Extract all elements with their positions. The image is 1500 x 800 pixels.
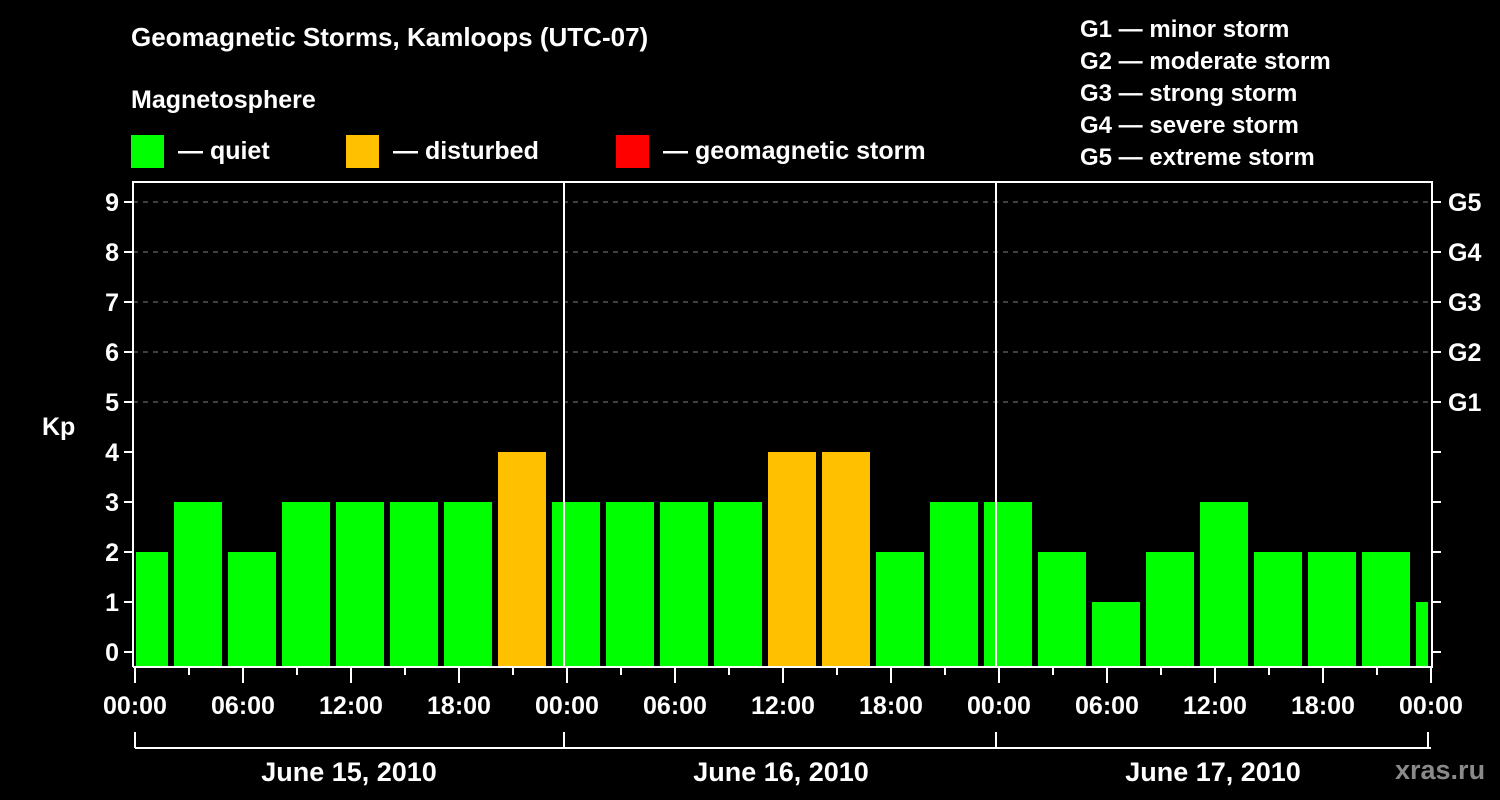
- y-tick-label: 5: [105, 389, 119, 417]
- day-label: June 15, 2010: [261, 757, 437, 787]
- g-level-label: G3: [1448, 289, 1481, 317]
- storm-scale-g3: G3 — strong storm: [1080, 80, 1298, 107]
- x-tick-label: 18:00: [1291, 692, 1355, 720]
- kp-bar: [174, 502, 222, 667]
- y-tick-label: 0: [105, 639, 119, 667]
- x-tick-label: 00:00: [967, 692, 1031, 720]
- kp-bar: [606, 502, 654, 667]
- storm-scale-g2: G2 — moderate storm: [1080, 48, 1331, 75]
- chart-subtitle: Magnetosphere: [131, 86, 316, 114]
- x-tick-label: 18:00: [859, 692, 923, 720]
- kp-bar: [336, 502, 384, 667]
- kp-bar: [1200, 502, 1248, 667]
- g-level-label: G1: [1448, 389, 1481, 417]
- x-tick-label: 00:00: [103, 692, 167, 720]
- g-level-label: G4: [1448, 239, 1481, 267]
- legend-label-disturbed: — disturbed: [393, 136, 539, 165]
- chart-title: Geomagnetic Storms, Kamloops (UTC-07): [131, 22, 649, 52]
- kp-bar: [444, 502, 492, 667]
- y-tick-label: 9: [105, 189, 119, 217]
- kp-bar: [876, 552, 924, 667]
- kp-bar: [282, 502, 330, 667]
- x-tick-label: 12:00: [1183, 692, 1247, 720]
- kp-bar: [984, 502, 1032, 667]
- kp-bar: [1362, 552, 1410, 667]
- watermark: xras.ru: [1395, 755, 1486, 785]
- kp-bar: [136, 552, 168, 667]
- storm-scale-g5: G5 — extreme storm: [1080, 144, 1315, 171]
- storm-scale-legend: G1 — minor storm G2 — moderate storm G3 …: [1080, 14, 1331, 174]
- x-tick-label: 06:00: [1075, 692, 1139, 720]
- kp-bar: [930, 502, 978, 667]
- legend-item-quiet: — quiet: [131, 134, 270, 168]
- kp-bar: [1038, 552, 1086, 667]
- kp-bar: [390, 502, 438, 667]
- y-tick-label: 1: [105, 589, 119, 617]
- kp-bar: [498, 452, 546, 667]
- x-tick-label: 12:00: [751, 692, 815, 720]
- legend-label-quiet: — quiet: [178, 136, 270, 165]
- kp-bar: [552, 502, 600, 667]
- y-tick-label: 3: [105, 489, 119, 517]
- g-level-label: G2: [1448, 339, 1481, 367]
- y-axis-label: Kp: [42, 413, 76, 441]
- y-tick-label: 2: [105, 539, 119, 567]
- x-tick-label: 06:00: [211, 692, 275, 720]
- legend-item-storm: — geomagnetic storm: [616, 134, 926, 168]
- y-tick-label: 6: [105, 339, 119, 367]
- day-label: June 17, 2010: [1125, 757, 1301, 787]
- storm-scale-g4: G4 — severe storm: [1080, 112, 1299, 139]
- kp-bar: [1092, 602, 1140, 667]
- legend-item-disturbed: — disturbed: [346, 134, 539, 168]
- kp-bar: [1254, 552, 1302, 667]
- x-tick-label: 18:00: [427, 692, 491, 720]
- kp-bar: [822, 452, 870, 667]
- day-label: June 16, 2010: [693, 757, 869, 787]
- kp-bar: [1146, 552, 1194, 667]
- storm-swatch-icon: [616, 134, 649, 168]
- x-tick-label: 00:00: [1399, 692, 1463, 720]
- kp-bar: [228, 552, 276, 667]
- disturbed-swatch-icon: [346, 134, 379, 168]
- quiet-swatch-icon: [131, 134, 164, 168]
- storm-scale-g1: G1 — minor storm: [1080, 16, 1290, 43]
- x-tick-label: 12:00: [319, 692, 383, 720]
- legend-label-storm: — geomagnetic storm: [663, 136, 926, 165]
- y-tick-label: 8: [105, 239, 119, 267]
- y-tick-label: 7: [105, 289, 119, 317]
- x-tick-label: 00:00: [535, 692, 599, 720]
- y-tick-label: 4: [105, 439, 119, 467]
- kp-bar: [660, 502, 708, 667]
- kp-bar: [1308, 552, 1356, 667]
- kp-bar: [768, 452, 816, 667]
- g-level-label: G5: [1448, 189, 1481, 217]
- kp-bar: [1416, 602, 1428, 667]
- x-tick-label: 06:00: [643, 692, 707, 720]
- kp-bar: [714, 502, 762, 667]
